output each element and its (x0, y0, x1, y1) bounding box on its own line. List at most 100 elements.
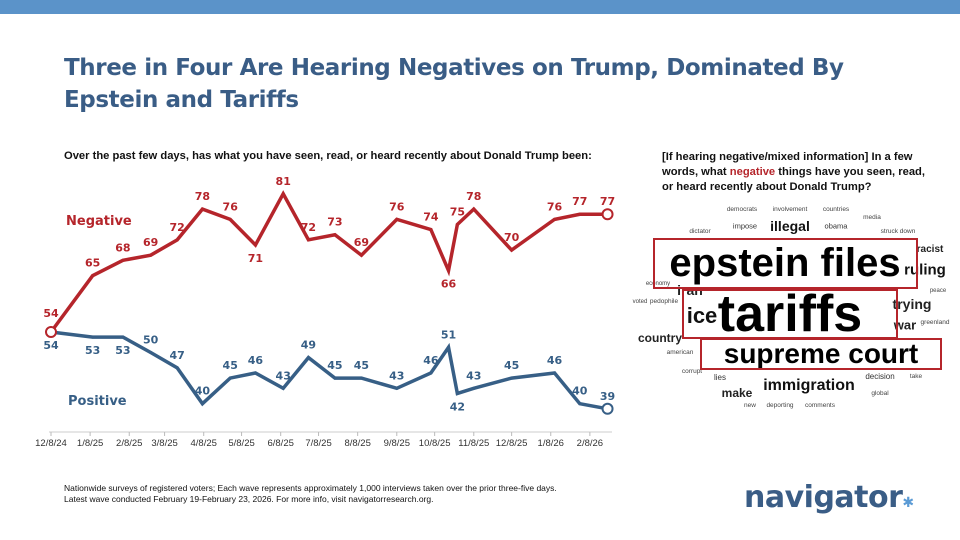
footnote-line: Latest wave conducted February 19-Februa… (64, 494, 434, 504)
question-text: [If hearing negative/mixed information] … (662, 151, 913, 178)
cloud-word: dictator (689, 227, 711, 235)
x-tick-label: 11/8/25 (458, 438, 489, 449)
data-label: 40 (195, 385, 211, 398)
data-label: 75 (450, 205, 465, 218)
data-label: 39 (600, 390, 615, 403)
data-point (395, 386, 399, 390)
data-point (472, 207, 476, 211)
data-label: 43 (276, 369, 291, 382)
x-tick-label: 1/8/25 (77, 438, 103, 449)
data-label: 72 (170, 221, 185, 234)
data-label: 78 (195, 190, 210, 203)
data-label: 46 (423, 354, 439, 367)
data-label: 51 (441, 328, 456, 341)
word-cloud-question: [If hearing negative/mixed information] … (662, 150, 937, 195)
x-tick-label: 1/8/26 (538, 438, 564, 449)
highlight-box (700, 338, 942, 370)
data-point (455, 222, 459, 226)
data-point (333, 376, 337, 380)
data-label: 46 (547, 354, 563, 367)
footnote-line: Nationwide surveys of registered voters;… (64, 483, 557, 493)
cloud-word: involvement (772, 205, 808, 213)
data-point (253, 371, 257, 375)
data-label: 74 (423, 211, 439, 224)
data-label: 45 (223, 359, 238, 372)
data-label: 66 (441, 278, 457, 291)
data-point (333, 233, 337, 237)
data-point (553, 371, 557, 375)
x-tick-label: 5/8/25 (228, 438, 254, 449)
data-label: 46 (248, 354, 264, 367)
data-point (472, 386, 476, 390)
data-label: 42 (450, 400, 465, 413)
data-label: 50 (143, 333, 159, 346)
data-label: 45 (504, 359, 519, 372)
cloud-word: countries (822, 205, 850, 213)
cloud-word: immigration (763, 377, 855, 394)
data-label: 78 (466, 190, 481, 203)
cloud-word: ruling (904, 261, 946, 279)
cloud-word: democrats (726, 205, 758, 213)
data-point (359, 253, 363, 257)
data-label: 65 (85, 257, 100, 270)
cloud-word: war (893, 317, 917, 333)
cloud-word: global (871, 389, 889, 397)
cloud-word: decision (865, 372, 895, 381)
data-label: 49 (301, 339, 316, 352)
question-highlight: negative (729, 166, 776, 178)
data-point (175, 366, 179, 370)
data-label: 53 (85, 344, 100, 357)
data-label: 76 (547, 200, 563, 213)
data-label: 76 (389, 200, 405, 213)
data-point (121, 258, 125, 262)
data-point (149, 350, 153, 354)
data-point (228, 217, 232, 221)
x-tick-label: 4/8/25 (190, 438, 216, 449)
x-tick-label: 2/8/26 (577, 438, 603, 449)
data-point (175, 238, 179, 242)
series-line-negative (49, 190, 608, 334)
endpoint-marker (45, 326, 57, 338)
data-label: 54 (43, 339, 59, 352)
x-tick-label: 8/8/25 (344, 438, 370, 449)
data-label: 43 (466, 369, 481, 382)
data-point (281, 386, 285, 390)
data-label: 54 (43, 307, 59, 320)
data-label: 45 (354, 359, 369, 372)
logo-text: navigator (744, 480, 903, 515)
data-point (228, 376, 232, 380)
data-point (578, 212, 582, 216)
cloud-word: make (721, 386, 753, 400)
data-label: 69 (143, 236, 158, 249)
data-point (455, 391, 459, 395)
data-label: 53 (115, 344, 130, 357)
data-label: 71 (248, 252, 263, 265)
data-point (149, 253, 153, 257)
data-point (447, 345, 451, 349)
data-point (253, 243, 257, 247)
cloud-word: corrupt (681, 367, 703, 375)
series-label-positive: Positive (68, 394, 127, 409)
highlight-box (682, 289, 898, 339)
page-title: Three in Four Are Hearing Negatives on T… (64, 55, 844, 113)
x-tick-label: 3/8/25 (151, 438, 177, 449)
top-bar (0, 0, 960, 14)
navigator-logo: navigator✱ (744, 480, 914, 515)
data-point (91, 274, 95, 278)
cloud-word: struck down (880, 227, 916, 235)
logo-star-icon: ✱ (902, 495, 914, 511)
cloud-word: new (744, 401, 756, 409)
data-point (447, 269, 451, 273)
data-point (510, 248, 514, 252)
cloud-word: comments (805, 401, 835, 409)
cloud-word: supreme court (723, 338, 919, 369)
data-point (306, 238, 310, 242)
cloud-word: epstein files (669, 241, 901, 285)
cloud-word: obama (824, 221, 848, 231)
cloud-word: economy (645, 281, 671, 287)
cloud-word: greenland (920, 318, 950, 326)
data-point (553, 217, 557, 221)
line-chart: 12/8/24 1/8/25 2/8/25 3/8/25 4/8/25 5/8/25 6/8… (35, 175, 615, 449)
data-label: 43 (389, 369, 404, 382)
x-tick-label: 2/8/25 (116, 438, 142, 449)
